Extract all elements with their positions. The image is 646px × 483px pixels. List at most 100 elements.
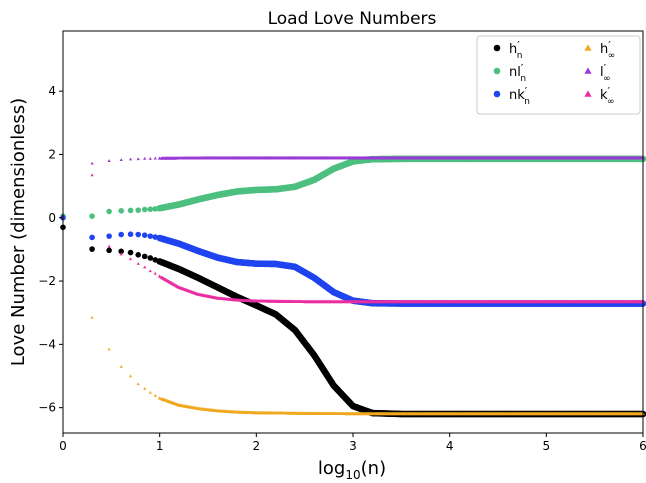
legend-label: nl′ n (509, 62, 526, 84)
data-point (135, 251, 142, 258)
legend-label-main: k (600, 88, 608, 103)
data-point (106, 233, 112, 239)
y-tick-label: −2 (38, 274, 56, 288)
x-tick-label: 0 (59, 439, 67, 453)
x-tick-label: 5 (543, 439, 551, 453)
legend-marker (584, 67, 592, 74)
legend-label: h′ n (509, 39, 522, 61)
data-point (141, 232, 148, 238)
series-5 (61, 173, 645, 304)
series-layer (60, 155, 646, 418)
legend-label-sub: ∞ (603, 74, 611, 84)
data-point (107, 244, 111, 248)
y-tick-label: 0 (48, 211, 56, 225)
y-tick-label: 2 (48, 147, 56, 161)
legend-marker (584, 90, 592, 97)
data-point (135, 207, 142, 213)
data-point (153, 156, 157, 160)
data-point (128, 157, 133, 161)
x-tick-label: 3 (349, 439, 357, 453)
data-point (107, 347, 111, 351)
legend-label-sub: ∞ (607, 97, 615, 107)
data-point (106, 208, 112, 215)
data-point (90, 315, 94, 319)
data-point (148, 156, 152, 160)
legend-label: h′ ∞ (600, 39, 615, 61)
data-point (127, 207, 134, 214)
legend-label-main: nk (509, 88, 525, 103)
data-point (153, 271, 157, 275)
legend-label-prime: ′ (604, 62, 607, 75)
data-point (141, 206, 148, 213)
legend-marker (493, 44, 501, 52)
legend-label-main: l (600, 65, 604, 80)
legend-label-prime: ′ (608, 85, 611, 98)
legend-label-main: h (509, 42, 517, 57)
data-point (90, 173, 94, 177)
data-point (136, 382, 140, 386)
x-tick-label: 6 (639, 439, 646, 453)
data-point (147, 255, 154, 261)
data-point (135, 231, 142, 238)
x-axis: 0 1 2 3 4 5 6 (59, 433, 646, 453)
legend-marker (584, 44, 592, 51)
legend-label-prime: ′ (525, 85, 528, 98)
data-point (118, 207, 124, 214)
legend-label-prime: ′ (521, 62, 524, 75)
x-axis-label-sub: 10 (345, 468, 360, 482)
data-point (107, 159, 111, 162)
series-3 (90, 315, 645, 416)
data-point (89, 213, 95, 219)
data-point (127, 231, 134, 238)
data-point (90, 161, 94, 165)
x-axis-label-main: log (318, 458, 345, 479)
data-point (128, 374, 133, 378)
x-tick-label: 4 (446, 439, 454, 453)
data-point (143, 156, 147, 160)
x-tick-label: 2 (253, 439, 261, 453)
legend-label-main: h (600, 42, 608, 57)
legend-label: nk′ n (509, 85, 530, 107)
legend-box (476, 35, 641, 115)
data-point (106, 247, 112, 254)
x-axis-label: log10(n) (318, 458, 386, 482)
legend-label: l′ ∞ (600, 62, 611, 84)
data-point (147, 233, 154, 239)
data-point (143, 265, 147, 269)
data-point (127, 249, 134, 256)
y-tick-label: 4 (48, 84, 56, 98)
data-point (128, 257, 133, 261)
series-4 (90, 156, 645, 165)
legend-label-prime: ′ (517, 39, 520, 52)
legend-label-sub: n (524, 97, 530, 107)
x-tick-label: 1 (156, 439, 164, 453)
y-tick-label: −6 (38, 401, 56, 415)
data-point (148, 269, 152, 273)
legend-label-sub: n (520, 74, 526, 84)
legend-marker (493, 90, 501, 98)
data-point (141, 253, 148, 260)
legend: h′ nnl′ nnk′ nh′ ∞l′ ∞k′ ∞ (476, 35, 641, 115)
data-point (119, 252, 123, 256)
data-point (118, 248, 124, 255)
data-point (157, 274, 162, 278)
data-point (89, 246, 95, 252)
legend-marker (493, 67, 501, 75)
data-point (89, 234, 95, 241)
x-axis-label-tail: (n) (361, 458, 386, 479)
legend-label-prime: ′ (608, 39, 611, 52)
data-point (118, 231, 124, 238)
y-axis-label: Love Number (dimensionless) (8, 98, 29, 366)
data-point (119, 158, 123, 162)
data-point (136, 157, 140, 161)
y-axis: −6 −4 −2 0 2 4 (38, 84, 63, 415)
data-point (148, 390, 152, 394)
legend-label: k′ ∞ (600, 85, 615, 107)
legend-label-main: nl (509, 65, 521, 80)
legend-label-sub: ∞ (608, 51, 616, 61)
data-point (153, 394, 157, 397)
y-tick-label: −4 (38, 337, 56, 351)
legend-label-sub: n (517, 51, 523, 61)
data-point (143, 387, 147, 390)
